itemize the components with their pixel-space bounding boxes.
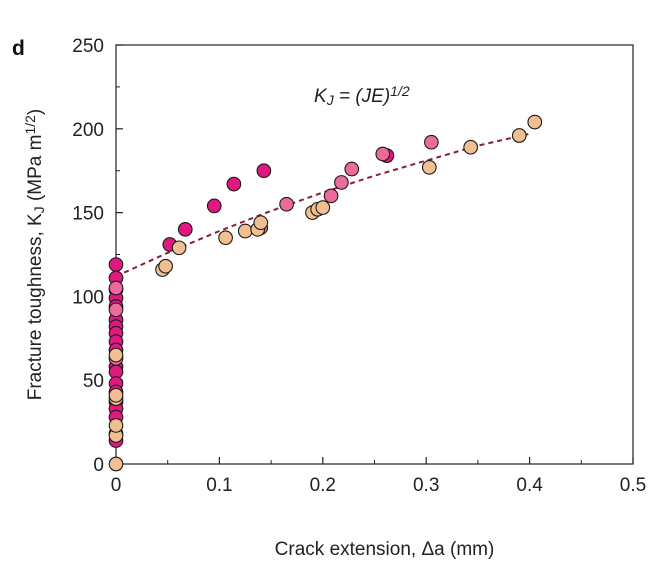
y-tick-label: 250 [72, 36, 104, 57]
formula-annotation: KJ​ = (JE)1/2​ [314, 83, 410, 108]
y-tick-label: 200 [72, 120, 104, 141]
data-point-pink [424, 134, 439, 150]
data-point-peach [108, 456, 124, 472]
x-tick-label: 0 [111, 475, 122, 496]
x-tick-label: 0.5 [620, 475, 646, 496]
data-point-peach [253, 215, 269, 231]
data-point-pink [344, 161, 360, 177]
x-axis-title: Crack extension, Δa (mm) [275, 539, 495, 560]
data-point-pink [108, 280, 124, 296]
plot-frame [115, 44, 634, 465]
data-point-magenta [206, 198, 222, 214]
data-point-magenta [108, 257, 124, 272]
data-point-pink [334, 175, 349, 190]
data-point-peach [463, 139, 479, 155]
data-point-peach [527, 114, 543, 130]
y-tick-label: 100 [72, 287, 104, 308]
data-point-peach [108, 418, 124, 433]
x-tick-label: 0.4 [516, 475, 543, 496]
data-point-peach [108, 347, 124, 363]
data-point-pink [279, 196, 294, 212]
data-point-pink [375, 146, 391, 162]
x-tick-label: 0.2 [310, 475, 336, 496]
y-axis-title: Fracture toughness, KJ​ (MPa m1/2​) [22, 109, 47, 401]
data-point-peach [218, 230, 233, 246]
x-tick-label: 0.1 [206, 475, 232, 496]
data-point-magenta [256, 163, 272, 179]
data-point-peach [158, 258, 173, 274]
data-point-pink [323, 188, 339, 204]
data-point-magenta [177, 222, 193, 237]
data-point-magenta [226, 176, 242, 192]
data-point-pink [108, 302, 124, 318]
plot-area: 0 0.1 0.2 0.3 0.4 0.5 0 50 100 150 200 250 [72, 36, 646, 496]
y-tick-label: 150 [72, 204, 104, 225]
data-point-peach [171, 240, 187, 256]
data-point-peach [315, 200, 331, 215]
y-tick-label: 50 [83, 371, 104, 392]
x-tick-label: 0.3 [413, 475, 439, 496]
data-point-peach [237, 223, 253, 239]
y-tick-label: 0 [93, 455, 104, 476]
data-point-peach [421, 159, 437, 175]
panel-label: d [12, 37, 25, 60]
y-axis-title-group: Fracture toughness, KJ​ (MPa m1/2​) [22, 109, 47, 401]
data-point-peach [108, 387, 124, 403]
data-point-peach [511, 128, 527, 143]
